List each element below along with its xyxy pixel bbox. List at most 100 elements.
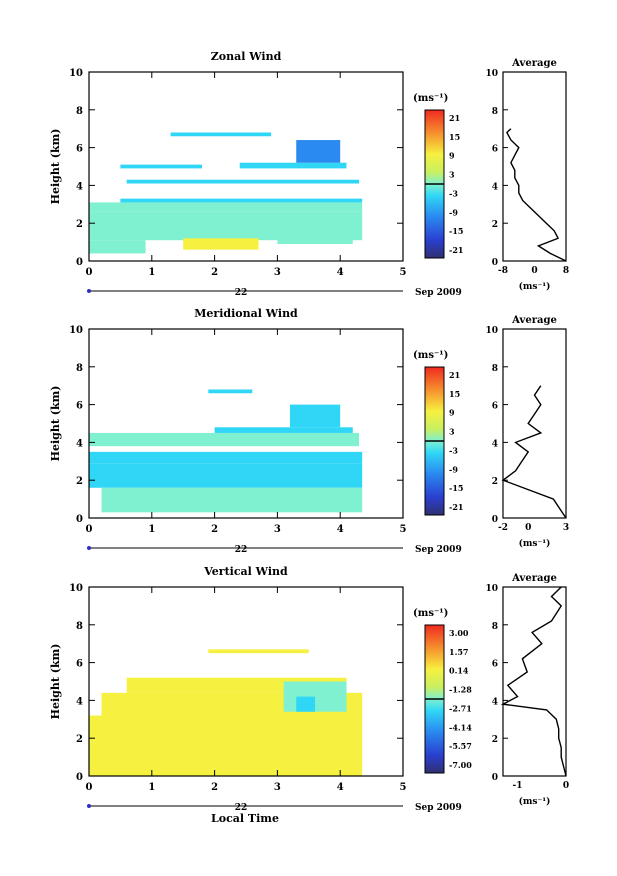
avg-x-label: (ms⁻¹) [519,538,551,549]
heatmap-cell [239,162,347,169]
heatmap-cell [89,240,146,254]
colorbar-tick-label: 21 [449,113,460,123]
y-tick-label: 10 [69,68,83,79]
colorbar-tick-label: 9 [449,151,455,161]
heatmap-cell [89,211,363,241]
colorbar-tick-label: -9 [449,207,458,217]
avg-x-tick-label: 0 [531,266,537,276]
x-tick-label: 1 [148,267,155,278]
x-tick-label: 1 [148,524,155,535]
colorbar-tick-label: -15 [449,483,463,493]
heatmap-cell [296,140,341,163]
colorbar-tick-label: -7.00 [449,760,472,770]
avg-x-label: (ms⁻¹) [519,281,551,292]
heatmap-cell [89,463,363,488]
colorbar-tick-label: 0.14 [449,666,469,676]
average-title: Average [511,315,557,326]
colorbar-tick-label: -2.71 [449,703,472,713]
avg-y-tick-label: 0 [492,773,498,783]
y-tick-label: 8 [76,106,83,117]
x-tick-label: 4 [337,524,344,535]
x-tick-label: 3 [274,782,281,793]
day-label: 22 [235,545,248,555]
x-tick-label: 2 [211,524,218,535]
avg-y-tick-label: 4 [492,697,498,707]
y-tick-label: 6 [76,144,83,155]
colorbar-tick-label: -3 [449,188,458,198]
heatmap-cell [89,451,363,464]
avg-y-tick-label: 0 [492,258,498,268]
avg-x-tick-label: -1 [513,781,523,791]
avg-x-tick-label: 0 [525,523,531,533]
avg-y-tick-label: 4 [492,182,498,192]
heatmap-cell [289,404,341,428]
average-frame [502,586,567,777]
heatmap-cell [277,238,353,244]
y-tick-label: 4 [76,438,83,449]
x-tick-label: 4 [337,782,344,793]
y-tick-label: 0 [76,257,83,268]
date-marker [87,804,91,808]
colorbar-tick-label: 3 [449,427,455,437]
y-axis-label: Height (km) [49,386,62,462]
heatmap-cell [214,427,353,433]
colorbar-tick-label: 15 [449,389,460,399]
average-title: Average [511,58,557,69]
panel-2: Vertical Wind 0 2 4 6 8 10 0 1 2 3 4 5 Height (km) 22 S… [49,565,569,813]
colorbar-tick-label: -1.28 [449,685,472,695]
y-tick-label: 2 [76,219,83,230]
colorbar-tick-label: -5.57 [449,741,472,751]
x-tick-label: 5 [400,782,407,793]
avg-y-tick-label: 2 [492,220,498,230]
x-tick-label: 0 [86,782,93,793]
colorbar-tick-label: -15 [449,226,463,236]
heatmap-cell [89,432,360,447]
x-tick-label: 2 [211,267,218,278]
date-label: Sep 2009 [415,288,462,298]
colorbar-tick-label: 1.57 [449,647,468,657]
date-label: Sep 2009 [415,545,462,555]
y-tick-label: 8 [76,363,83,374]
y-tick-label: 2 [76,734,83,745]
heatmap-cell [208,649,309,654]
plot-frame [88,586,404,777]
y-tick-label: 6 [76,659,83,670]
average-title: Average [511,573,557,584]
avg-x-tick-label: 3 [563,523,569,533]
avg-y-tick-label: 2 [492,735,498,745]
y-tick-label: 6 [76,401,83,412]
colorbar-unit: (ms⁻¹) [413,350,448,361]
date-marker [87,289,91,293]
y-tick-label: 10 [69,583,83,594]
avg-x-label: (ms⁻¹) [519,796,551,807]
colorbar-tick-label: 15 [449,132,460,142]
panel-1: Meridional Wind 0 2 4 6 8 10 0 1 2 3 4 5 Height (km) 2… [49,307,569,555]
average-frame [502,328,567,519]
y-axis-label: Height (km) [49,644,62,720]
avg-y-tick-label: 2 [492,477,498,487]
colorbar-tick-label: 9 [449,408,455,418]
x-tick-label: 5 [400,524,407,535]
avg-y-tick-label: 10 [485,584,498,594]
colorbar-tick-label: -21 [449,502,463,512]
average-frame [502,71,567,262]
avg-x-tick-label: -8 [498,266,508,276]
chart-title: Meridional Wind [194,307,298,320]
x-tick-label: 0 [86,524,93,535]
heatmap-cell [208,389,253,394]
y-tick-label: 0 [76,514,83,525]
x-tick-label: 3 [274,267,281,278]
colorbar-tick-label: 21 [449,370,460,380]
avg-y-tick-label: 6 [492,402,498,412]
colorbar-tick-label: 3.00 [449,628,469,638]
y-tick-label: 2 [76,476,83,487]
day-label: 22 [235,803,248,813]
x-tick-label: 3 [274,524,281,535]
heatmap-cell [89,715,363,776]
colorbar-unit: (ms⁻¹) [413,93,448,104]
avg-y-tick-label: 0 [492,515,498,525]
date-marker [87,546,91,550]
x-tick-label: 4 [337,267,344,278]
heatmap-cell [296,696,316,712]
y-tick-label: 10 [69,325,83,336]
